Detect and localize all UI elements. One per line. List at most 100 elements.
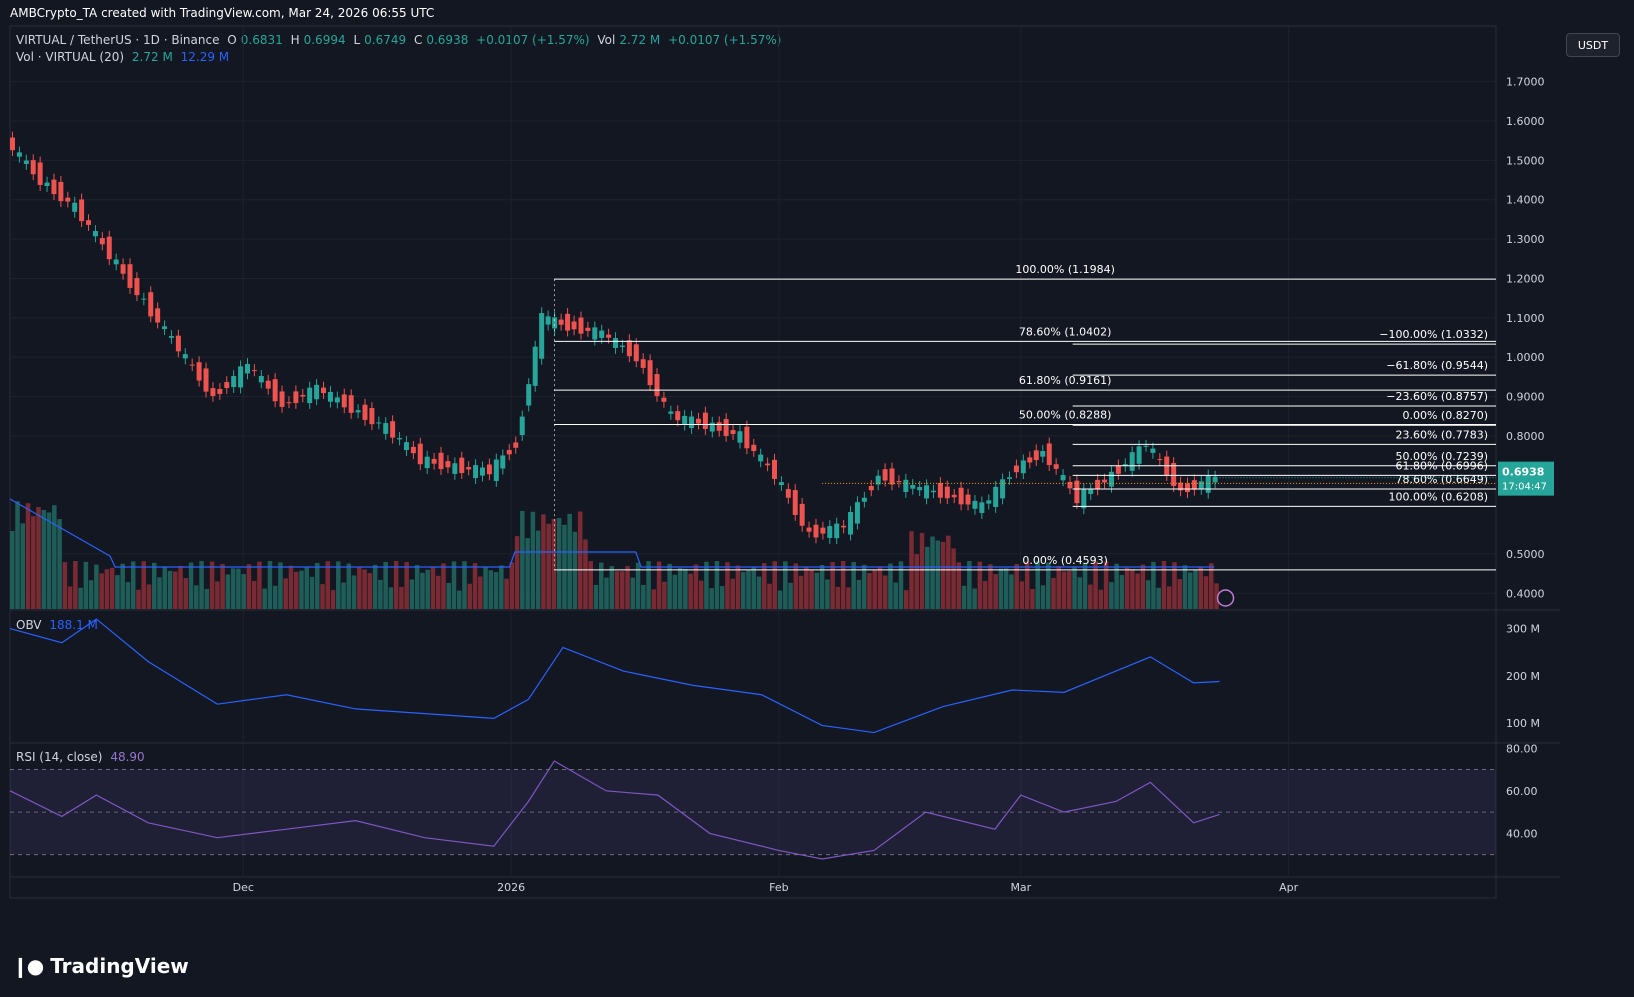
candle — [231, 376, 237, 388]
fib-level-label: 0.00% (0.4593) — [1022, 554, 1108, 567]
volume-bar — [94, 564, 99, 609]
candle — [44, 182, 50, 187]
candle — [571, 321, 577, 330]
volume-bar — [925, 546, 930, 609]
volume-bar — [1161, 561, 1167, 609]
candle — [695, 418, 701, 424]
volume-bar — [1088, 584, 1093, 609]
volume-bar — [20, 523, 26, 609]
candle — [141, 298, 147, 300]
candle — [1205, 475, 1211, 493]
volume-bar — [972, 588, 977, 609]
volume-bar — [951, 548, 956, 609]
volume-bar — [919, 532, 925, 609]
candle — [321, 387, 327, 394]
volume-bar — [1035, 561, 1040, 609]
fib-level-label: 78.60% (0.6649) — [1395, 473, 1488, 486]
volume-bar — [393, 561, 399, 609]
volume-bar — [136, 589, 141, 609]
candle — [1046, 443, 1052, 466]
lightning-icon[interactable] — [1216, 589, 1235, 607]
candle — [445, 461, 451, 468]
price-tick-label: 0.5000 — [1506, 548, 1545, 561]
candle — [689, 416, 695, 428]
candle — [65, 197, 71, 202]
currency-button[interactable]: USDT — [1566, 33, 1620, 57]
volume-bar — [620, 571, 625, 609]
candle — [438, 452, 444, 470]
candle — [265, 380, 271, 389]
candle — [675, 411, 681, 421]
candle — [120, 264, 126, 274]
candle — [917, 486, 923, 491]
volume-bar — [993, 574, 998, 609]
volume-bar — [446, 582, 451, 609]
volume-bar — [598, 562, 604, 609]
candle — [314, 384, 320, 400]
volume-bar — [309, 576, 315, 609]
volume-bar — [840, 561, 846, 609]
candle — [519, 416, 525, 436]
rsi-tick-label: 40.00 — [1506, 827, 1538, 840]
candle — [424, 456, 430, 469]
candle — [459, 457, 465, 473]
volume-bar — [1072, 566, 1077, 609]
volume-bar — [304, 566, 309, 609]
volume-bar — [798, 575, 804, 609]
volume-bar — [646, 561, 651, 609]
candle — [834, 523, 840, 539]
candle — [882, 469, 888, 481]
volume-bar — [793, 563, 799, 609]
volume-bar — [777, 590, 783, 609]
fib-level-label: 61.80% (0.6996) — [1395, 459, 1488, 472]
candle — [1143, 445, 1149, 447]
volume-bar — [288, 565, 294, 609]
candle — [390, 421, 396, 438]
candle — [16, 152, 22, 157]
volume-bar — [62, 562, 68, 609]
volume-bar — [330, 590, 336, 609]
fib-level-label: −23.60% (0.8757) — [1386, 390, 1488, 403]
volume-bar — [1214, 583, 1219, 609]
symbol-label[interactable]: VIRTUAL / TetherUS · 1D · Binance — [16, 33, 220, 47]
candle — [1184, 483, 1190, 493]
volume-bar — [346, 563, 352, 609]
candle — [92, 231, 98, 237]
volume-bar — [1140, 564, 1146, 609]
candle — [279, 391, 285, 407]
volume-bar — [662, 581, 667, 609]
volume-bar — [188, 562, 194, 609]
volume-bar — [1024, 561, 1030, 609]
volume-bar — [1030, 588, 1035, 609]
candle — [473, 465, 479, 479]
volume-bar — [83, 561, 89, 609]
volume-bar — [630, 577, 636, 609]
candle — [716, 422, 722, 431]
volume-bar — [236, 568, 241, 609]
candle — [709, 422, 715, 432]
candle — [37, 162, 43, 185]
volume-bar — [225, 574, 231, 609]
volume-bar — [209, 561, 215, 609]
candle — [592, 327, 598, 340]
candle — [334, 397, 340, 403]
candle — [244, 363, 250, 374]
candle — [217, 388, 223, 394]
candle — [827, 526, 833, 538]
volume-bar — [430, 567, 436, 609]
volume-bar — [1019, 581, 1025, 609]
candle — [958, 487, 964, 505]
volume-bar — [698, 580, 704, 609]
candle — [403, 442, 409, 451]
volume-bar — [656, 561, 662, 609]
volume-bar — [57, 519, 62, 609]
volume-bar — [1172, 562, 1177, 609]
candle — [238, 366, 244, 388]
time-tick-label: Apr — [1279, 881, 1299, 894]
candle — [127, 264, 133, 288]
volume-bar — [73, 561, 78, 609]
candle — [545, 316, 551, 325]
candle — [1020, 460, 1026, 474]
